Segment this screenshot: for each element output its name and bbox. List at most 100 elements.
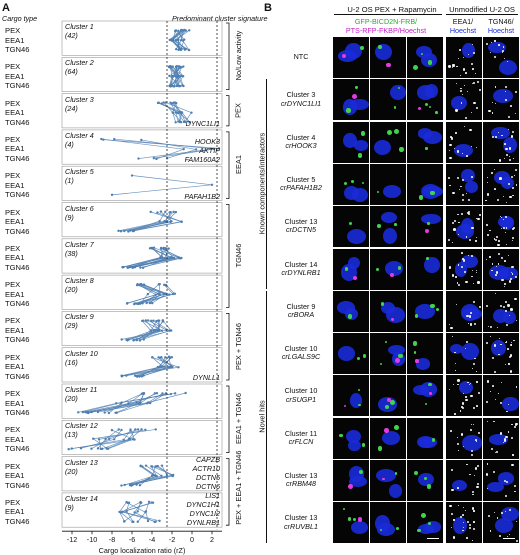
marker-signal — [513, 484, 516, 488]
gfp-signal — [343, 508, 346, 511]
marker-signal — [491, 385, 494, 387]
profile-point — [149, 210, 152, 214]
nucleus-blob — [337, 301, 355, 315]
nucleus-blob — [348, 466, 364, 483]
marker-signal — [488, 110, 491, 113]
profile-point — [173, 392, 177, 395]
profile-point — [123, 520, 126, 523]
cargo-label: TGN46 — [5, 408, 30, 417]
marker-signal — [471, 276, 473, 278]
row-guide: crRBM48 — [286, 479, 316, 489]
gfp-signal — [424, 476, 428, 480]
nucleus-blob — [353, 140, 369, 151]
profile-point — [139, 501, 142, 505]
gfp-signal — [357, 152, 363, 158]
cargo-label: PEX — [5, 316, 21, 326]
marker-signal — [492, 357, 495, 360]
marker-signal — [512, 131, 515, 134]
profile-point — [127, 437, 131, 441]
nucleus-blob — [492, 88, 513, 104]
cargo-label: EEA1 — [5, 289, 25, 299]
marker-signal — [515, 320, 517, 322]
marker-signal — [505, 227, 508, 229]
micrograph-cell — [407, 290, 443, 332]
marker-signal — [450, 326, 453, 330]
profile-point — [187, 48, 191, 52]
marker-signal — [491, 447, 494, 450]
gfp-signal — [393, 223, 397, 226]
row-cluster: Cluster 14 — [284, 259, 318, 269]
nucleus-blob — [350, 521, 369, 534]
marker-signal — [449, 184, 451, 187]
nucleus-blob — [459, 380, 474, 395]
gfp-signal — [427, 60, 433, 65]
micrograph-cell — [483, 79, 519, 121]
marker-signal — [508, 280, 511, 283]
marker-signal — [493, 344, 496, 347]
marker-signal — [508, 363, 510, 365]
marker-signal — [496, 327, 498, 329]
marker-signal — [491, 101, 494, 104]
marker-signal — [512, 454, 514, 456]
micrograph-cell — [446, 333, 482, 375]
profile-point — [212, 147, 215, 151]
marker-signal — [450, 512, 453, 515]
marker-signal — [511, 436, 514, 440]
channel-legend-eea1: EEA1/Hoechst — [446, 17, 480, 35]
marker-signal — [510, 195, 513, 198]
profile-point — [164, 283, 168, 287]
profile-point — [136, 510, 139, 513]
marker-signal — [504, 232, 506, 234]
marker-signal — [512, 273, 514, 275]
gene-label: AKTIP — [199, 146, 220, 156]
cargo-label: PEX — [5, 243, 21, 253]
micrograph-cell — [407, 121, 443, 163]
micrograph-cell — [333, 79, 369, 121]
row-cluster: Cluster 13 — [284, 217, 318, 227]
micrograph-cell — [333, 460, 369, 501]
micrograph-cell — [446, 502, 482, 544]
marker-signal — [467, 382, 469, 384]
cluster-count: (24) — [65, 103, 78, 113]
profile-point — [210, 183, 214, 186]
marker-signal — [461, 194, 465, 197]
nucleus-blob — [417, 436, 434, 449]
nucleus-blob — [461, 255, 478, 269]
marker-signal — [469, 429, 472, 432]
nucleus-blob — [381, 211, 398, 223]
cluster-count: (20) — [65, 285, 78, 295]
marker-signal — [471, 450, 474, 453]
cluster-name: Cluster 8 — [65, 276, 94, 286]
profile-point — [142, 338, 145, 341]
marker-signal — [489, 325, 492, 329]
nucleus-blob — [487, 481, 504, 492]
marker-signal — [505, 436, 508, 439]
marker-signal — [515, 422, 518, 426]
profile-point — [110, 193, 114, 197]
profile-point — [168, 38, 171, 42]
marker-signal — [472, 507, 475, 510]
profile-point — [128, 265, 132, 269]
cluster-name: Cluster 10 — [65, 348, 98, 358]
marker-signal — [476, 370, 477, 372]
profile-point — [154, 293, 158, 296]
marker-signal — [466, 340, 469, 343]
micrograph-cell — [370, 206, 406, 248]
profile-point — [138, 338, 142, 342]
row-cluster: Cluster 13 — [284, 471, 318, 480]
cargo-label: TGN46 — [5, 480, 30, 490]
marker-signal — [475, 147, 477, 149]
marker-signal — [496, 199, 499, 202]
profile-point — [170, 220, 173, 223]
gfp-signal — [399, 147, 404, 152]
marker-signal — [455, 363, 457, 365]
profile-point — [92, 437, 95, 440]
profile-point — [97, 438, 101, 441]
marker-signal — [473, 475, 475, 477]
profile-point — [176, 75, 179, 79]
marker-signal — [497, 393, 499, 395]
profile-point — [120, 338, 123, 341]
profile-point — [113, 438, 116, 441]
marker-signal — [456, 150, 460, 153]
profile-point — [180, 29, 183, 32]
